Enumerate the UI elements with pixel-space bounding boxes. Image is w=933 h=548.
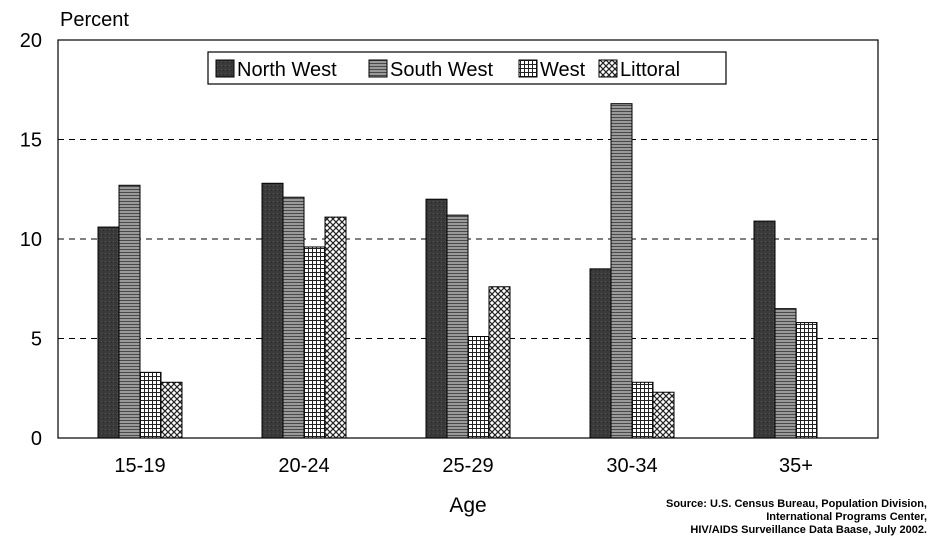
- bar: [261, 182, 284, 439]
- bar: [446, 214, 469, 439]
- bar: [631, 381, 654, 439]
- legend-swatch: [518, 59, 538, 78]
- x-tick-label: 35+: [779, 455, 813, 477]
- source-line: Source: U.S. Census Bureau, Population D…: [666, 498, 927, 510]
- bar: [97, 226, 120, 439]
- y-axis-ticks: 0 5 10 15 20: [20, 30, 42, 450]
- bar: [282, 196, 305, 439]
- bar: [488, 286, 511, 439]
- bar: [610, 103, 633, 439]
- x-tick-label: 30-34: [606, 455, 657, 477]
- y-tick-label: 20: [20, 30, 42, 52]
- legend-label: Littoral: [620, 59, 680, 81]
- y-tick-label: 5: [31, 329, 42, 351]
- bar: [753, 220, 776, 439]
- legend-label: North West: [237, 59, 337, 81]
- legend-box: [207, 51, 727, 85]
- bar: [160, 381, 183, 439]
- bar: [324, 216, 347, 439]
- bar: [652, 391, 675, 439]
- bar: [589, 268, 612, 439]
- source-note: Source: U.S. Census Bureau, Population D…: [627, 498, 927, 537]
- bar: [774, 308, 797, 439]
- legend-swatch: [598, 59, 618, 78]
- x-axis-ticks: 15-19 20-24 25-29 30-34 35+: [114, 455, 813, 477]
- plot-frame: [57, 39, 879, 439]
- legend-label: West: [540, 59, 586, 81]
- y-axis-title: Percent: [60, 9, 129, 31]
- source-line: International Programs Center,: [766, 511, 927, 523]
- legend-swatch: [215, 59, 235, 78]
- x-axis-title: Age: [449, 494, 486, 517]
- y-tick-label: 0: [31, 428, 42, 450]
- legend: North West South West West Littoral: [207, 51, 727, 85]
- bar: [795, 322, 818, 439]
- y-tick-label: 15: [20, 130, 42, 152]
- x-tick-label: 15-19: [114, 455, 165, 477]
- bar: [425, 198, 448, 439]
- source-line: HIV/AIDS Surveillance Data Baase, July 2…: [690, 524, 927, 536]
- bar: [118, 184, 141, 439]
- legend-swatch: [368, 59, 388, 78]
- bars: [97, 103, 818, 439]
- bar: [303, 246, 326, 439]
- bar: [139, 371, 162, 439]
- y-tick-label: 10: [20, 229, 42, 251]
- legend-label: South West: [390, 59, 493, 81]
- x-tick-label: 25-29: [442, 455, 493, 477]
- x-tick-label: 20-24: [278, 455, 329, 477]
- bar: [467, 336, 490, 439]
